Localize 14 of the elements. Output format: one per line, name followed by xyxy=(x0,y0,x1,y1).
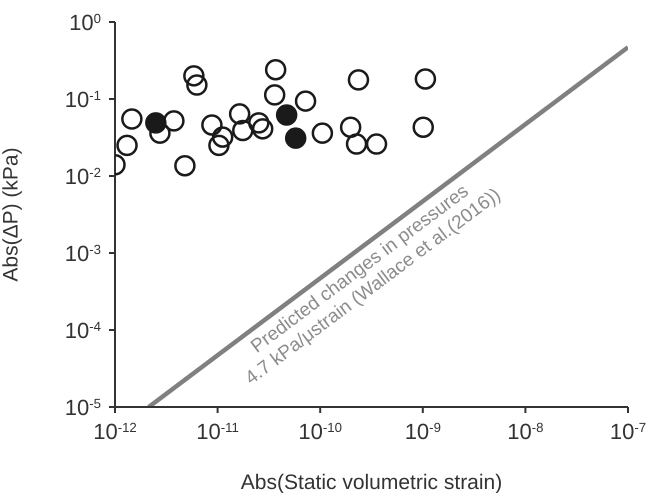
x-tick-label: 10$^{-10}$ xyxy=(298,419,342,444)
y-tick-label: 10$^{-5}$ xyxy=(64,395,101,420)
y-tick-label: 10$^{-3}$ xyxy=(64,241,101,266)
y-tick-label: 10$^{-2}$ xyxy=(64,164,101,189)
x-tick-label: 10$^{-12}$ xyxy=(93,419,137,444)
x-tick-label: 10$^{-7}$ xyxy=(610,419,646,444)
x-tick-label: 10$^{-9}$ xyxy=(404,419,441,444)
y-tick-label: 10$^{-4}$ xyxy=(64,318,101,343)
x-tick-label: 10$^{-8}$ xyxy=(507,419,544,444)
y-tick-label: 10$^{-1}$ xyxy=(64,87,101,112)
y-axis-title: Abs(ΔP) (kPa) xyxy=(0,147,22,282)
x-axis-title: Abs(Static volumetric strain) xyxy=(240,471,502,493)
x-tick-label: 10$^{-11}$ xyxy=(196,419,239,444)
y-tick-label: 10$^{0}$ xyxy=(69,10,101,35)
